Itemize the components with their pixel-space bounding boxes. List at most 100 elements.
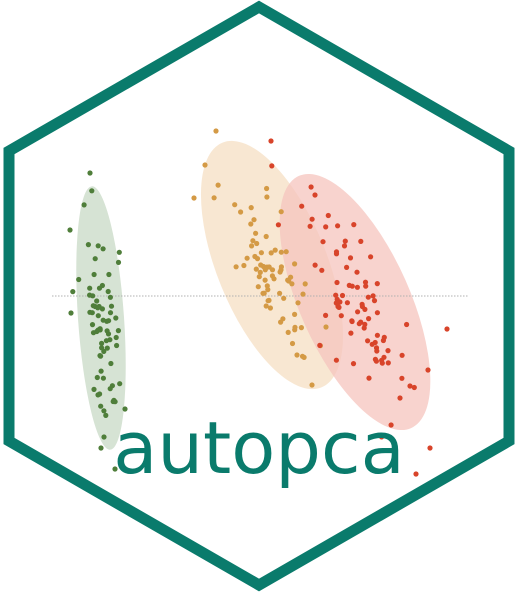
cluster-orange-point [277,269,283,275]
cluster-red-point [320,239,326,245]
cluster-green-point [101,348,107,354]
cluster-red-point [354,269,360,275]
cluster-orange-point [278,209,284,215]
cluster-green-point [106,271,112,278]
cluster-points [67,128,450,477]
cluster-orange-point [248,221,254,227]
cluster-red-point [268,138,274,144]
cluster-red-point [349,318,355,324]
cluster-red-point [365,294,371,300]
cluster-red-point [319,267,325,273]
cluster-green-point [106,318,112,324]
cluster-red-point [356,321,362,327]
cluster-red-point [269,163,275,169]
cluster-orange-point [264,194,270,200]
cluster-green-point [91,271,97,278]
cluster-orange-point [253,266,259,272]
cluster-green-point [94,298,100,304]
cluster-red-point [323,312,329,318]
cluster-red-point [333,292,339,298]
cluster-green-point [68,310,74,316]
cluster-red-point [374,332,380,338]
cluster-red-point [275,222,281,228]
cluster-green-point [99,340,105,346]
cluster-green-point [107,294,113,300]
cluster-green-point [101,434,107,440]
cluster-green-point [96,303,102,310]
cluster-orange-point [292,311,298,317]
cluster-green-point [94,374,100,381]
cluster-orange-point [244,255,250,261]
cluster-green-point [91,386,97,392]
cluster-green-point [87,292,93,298]
cluster-orange-point [301,354,307,360]
cluster-red-point [334,279,340,286]
cluster-orange-point [213,128,219,134]
cluster-red-point [349,283,355,289]
cluster-red-point [309,216,315,222]
cluster-orange-point [262,277,268,283]
cluster-orange-point [255,284,261,290]
cluster-orange-point [294,352,300,358]
cluster-orange-point [298,325,304,331]
cluster-red-point [338,313,344,319]
cluster-red-point [308,184,314,190]
cluster-green-point [98,445,104,451]
cluster-orange-point [285,329,291,335]
cluster-red-point [341,243,348,249]
cluster-green-point [100,317,106,323]
cluster-green-point [113,334,119,341]
logo-title: autopca [113,406,404,490]
cluster-red-point [374,310,380,316]
cluster-green-point [87,309,93,315]
cluster-orange-point [295,300,301,306]
cluster-green-point [115,259,122,265]
cluster-orange-point [277,290,283,296]
cluster-orange-point [300,291,306,297]
cluster-green-point [70,289,76,295]
cluster-orange-point [254,256,261,262]
cluster-green-point [114,342,120,349]
cluster-red-point [359,303,365,310]
cluster-red-point [325,212,331,219]
cluster-green-point [95,313,101,319]
cluster-orange-point [253,230,259,236]
cluster-green-point [98,353,104,359]
cluster-orange-point [191,195,197,201]
cluster-green-point [97,327,103,333]
cluster-red-point [333,357,339,363]
cluster-green-point [116,249,122,255]
cluster-green-point [89,188,95,194]
cluster-green-point [100,375,106,381]
cluster-red-point [323,224,329,230]
cluster-red-point [399,352,405,358]
cluster-green-point [98,368,104,374]
cluster-red-point [404,321,410,328]
cluster-green-point [96,285,103,291]
cluster-green-point [103,412,109,418]
cluster-red-point [299,203,305,209]
cluster-green-point [103,338,109,344]
cluster-orange-point [264,185,270,192]
cluster-red-point [312,192,318,198]
cluster-red-point [334,296,340,302]
cluster-green-point [87,170,93,176]
cluster-red-point [344,264,350,270]
cluster-green-point [90,330,97,336]
cluster-green-point [85,242,91,248]
cluster-orange-point [278,264,284,270]
cluster-green-point [113,315,119,321]
cluster-red-point [339,292,346,299]
cluster-orange-point [248,205,254,211]
cluster-red-point [379,360,385,366]
cluster-red-point [336,304,342,310]
cluster-orange-point [263,303,269,309]
cluster-green-point [98,403,104,409]
cluster-red-point [370,293,376,299]
cluster-red-point [372,356,378,362]
cluster-orange-point [262,267,268,273]
cluster-orange-point [249,243,255,249]
cluster-orange-point [278,319,284,325]
cluster-green-point [87,285,93,291]
